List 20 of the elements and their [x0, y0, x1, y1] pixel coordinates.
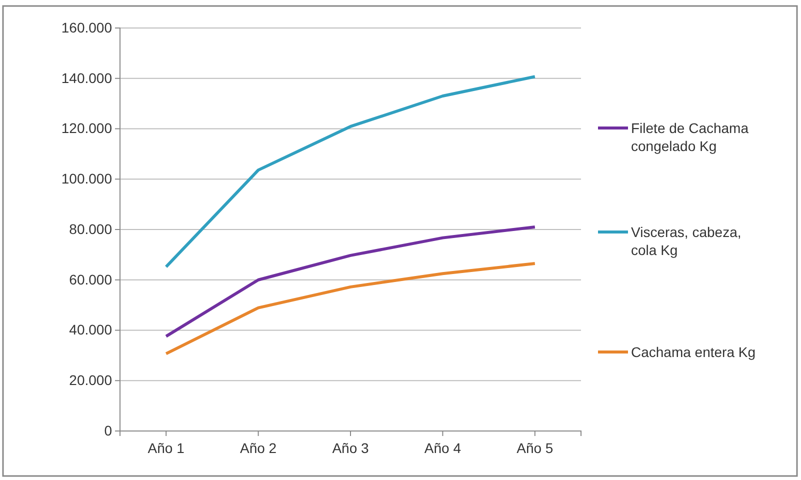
- x-tick-label: Año 4: [424, 440, 462, 456]
- legend-label: Filete de Cachama congelado Kg: [631, 120, 749, 154]
- y-tick-label: 160.000: [61, 19, 112, 36]
- y-tick-label: 120.000: [61, 120, 112, 136]
- x-tick-label: Año 5: [516, 440, 554, 456]
- x-tick-label: Año 3: [332, 440, 370, 456]
- y-tick-label: 100.000: [61, 170, 112, 187]
- y-tick-label: 60.000: [69, 271, 112, 288]
- y-tick-label: 80.000: [69, 220, 112, 237]
- line-series: [164, 225, 536, 338]
- line-series: [164, 262, 536, 356]
- line-series: [164, 75, 536, 268]
- x-tick-label: Año 2: [240, 440, 277, 456]
- y-tick-label: 140.000: [61, 70, 112, 86]
- legend-label: Cachama entera Kg: [631, 344, 756, 360]
- y-tick-label: 40.000: [69, 322, 112, 338]
- y-tick-label: 0: [104, 422, 112, 438]
- legend-label: Visceras, cabeza, cola Kg: [631, 224, 742, 258]
- x-tick-label: Año 1: [148, 440, 185, 456]
- y-tick-label: 20.000: [69, 372, 112, 388]
